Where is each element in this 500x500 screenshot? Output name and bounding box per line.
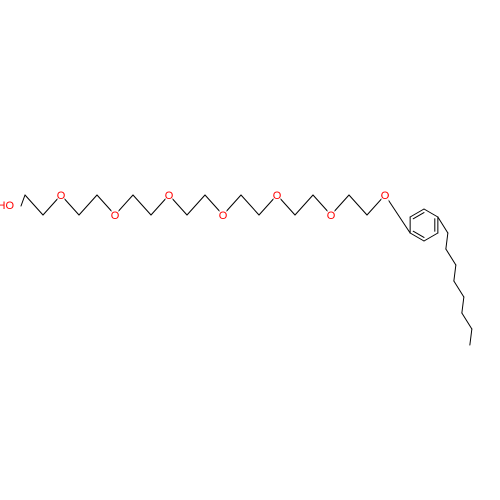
svg-text:O: O bbox=[327, 210, 336, 222]
svg-text:O: O bbox=[219, 210, 228, 222]
svg-text:O: O bbox=[165, 190, 174, 202]
svg-text:O: O bbox=[111, 210, 120, 222]
atom-label-layer: HOOOOOOOOO bbox=[0, 189, 390, 222]
svg-text:O: O bbox=[381, 190, 390, 202]
svg-text:O: O bbox=[57, 190, 66, 202]
bond-layer bbox=[21, 195, 472, 345]
svg-text:HO: HO bbox=[0, 200, 14, 212]
chemical-structure-diagram: HOOOOOOOOO bbox=[0, 0, 500, 500]
svg-text:O: O bbox=[273, 190, 282, 202]
